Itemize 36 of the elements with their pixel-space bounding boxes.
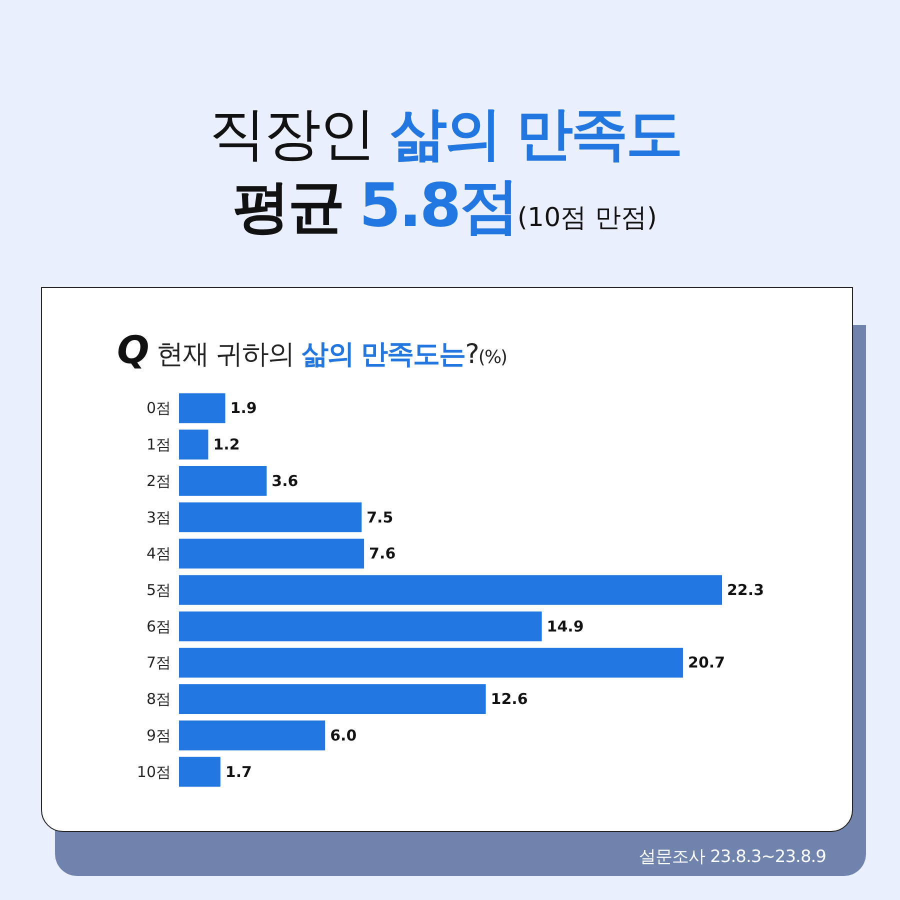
data-label: 7.6 bbox=[369, 544, 396, 563]
data-label: 1.2 bbox=[213, 436, 240, 454]
data-label: 3.6 bbox=[272, 472, 298, 490]
bar bbox=[179, 393, 226, 424]
bar bbox=[179, 684, 486, 714]
y-tick-label: 7점 bbox=[146, 654, 171, 672]
bar bbox=[179, 648, 684, 678]
y-tick-label: 9점 bbox=[146, 726, 171, 744]
data-label: 14.9 bbox=[546, 617, 584, 636]
bar bbox=[179, 502, 362, 532]
bar bbox=[179, 720, 326, 750]
data-label: 12.6 bbox=[490, 690, 528, 708]
y-tick-label: 2점 bbox=[146, 472, 171, 490]
bar bbox=[179, 430, 208, 460]
bar bbox=[179, 611, 542, 642]
data-label: 22.3 bbox=[727, 581, 764, 599]
data-label: 20.7 bbox=[688, 654, 726, 672]
y-tick-label: 1점 bbox=[146, 436, 171, 454]
data-label: 7.5 bbox=[366, 508, 394, 526]
data-label: 1.9 bbox=[230, 399, 257, 418]
chart-subtitle: Q 현재 귀하의 삶의 만족도는?(%) bbox=[117, 328, 507, 372]
y-tick-label: 3점 bbox=[146, 508, 171, 526]
bar bbox=[179, 538, 364, 569]
y-tick-label: 4점 bbox=[146, 544, 171, 563]
y-tick-label: 8점 bbox=[146, 690, 171, 708]
chart-title: 직장인 삶의 만족도 평균 5.8점(10점 만점) bbox=[208, 101, 682, 241]
y-tick-label: 0점 bbox=[146, 399, 171, 418]
y-tick-label: 10점 bbox=[136, 762, 171, 781]
bar bbox=[179, 575, 722, 605]
y-tick-label: 6점 bbox=[146, 617, 171, 636]
data-label: 6.0 bbox=[330, 726, 357, 744]
text: 설문조사 23.8.3~23.8.9 bbox=[639, 846, 826, 868]
data-label: 1.7 bbox=[225, 762, 252, 781]
bar bbox=[179, 466, 267, 496]
bar bbox=[179, 756, 220, 787]
y-tick-label: 5점 bbox=[146, 581, 171, 599]
